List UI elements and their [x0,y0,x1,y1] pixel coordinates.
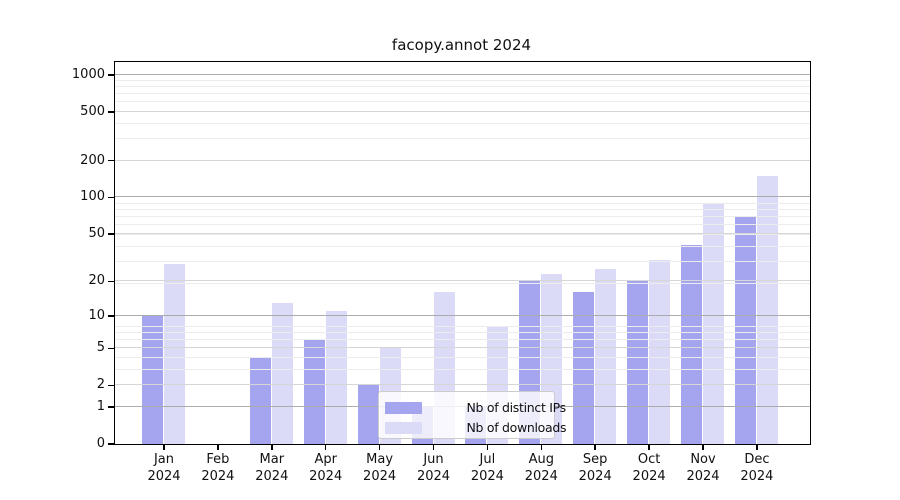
bar-distinct-ips [573,292,595,444]
y-tick-label: 500 [80,103,105,119]
x-tick-label: Sep 2024 [578,452,612,484]
bar-downloads [271,302,293,444]
bar-downloads [325,310,347,444]
x-tick-mark [378,444,381,450]
y-tick-label: 2 [96,377,105,393]
x-tick-label: Jan 2024 [147,452,181,484]
plot-area: Nb of distinct IPs Nb of downloads [113,60,811,445]
y-tick-mark [108,406,114,408]
bar-distinct-ips [357,384,379,444]
y-tick-mark [108,280,114,283]
chart-title: facopy.annot 2024 [391,36,532,54]
x-tick-label: Apr 2024 [309,452,343,484]
x-tick-mark [702,444,704,450]
bar-downloads [595,269,617,444]
bar-downloads [703,204,724,444]
legend-swatch-downloads [384,422,422,434]
bars-layer [115,62,810,444]
y-tick-label: 1000 [71,66,105,82]
x-tick-mark [163,444,165,450]
legend-swatch-distinct-ips [384,402,422,414]
x-tick-mark [271,444,273,450]
x-tick-label: May 2024 [363,452,397,484]
bar-downloads [756,175,778,444]
x-tick-label: Feb 2024 [201,452,235,484]
x-tick-label: Dec 2024 [740,452,774,484]
y-tick-label: 200 [80,152,105,168]
x-tick-mark [432,444,435,450]
bar-distinct-ips [142,315,163,444]
x-tick-mark [324,444,327,450]
x-tick-label: Mar 2024 [255,452,289,484]
bar-distinct-ips [249,357,271,444]
legend-item-downloads: Nb of downloads [384,420,567,435]
y-tick-label: 100 [80,189,105,205]
bar-distinct-ips [734,215,756,444]
y-tick-label: 20 [88,273,105,289]
x-tick-mark [217,444,219,450]
y-tick-mark [108,315,114,317]
x-tick-label: Oct 2024 [632,452,666,484]
bar-distinct-ips [681,245,702,444]
y-tick-mark [108,233,114,235]
bar-distinct-ips [627,280,649,444]
legend: Nb of distinct IPs Nb of downloads [377,390,567,439]
y-tick-mark [108,159,114,162]
x-tick-label: Aug 2024 [524,452,558,484]
y-tick-mark [108,196,114,199]
x-tick-mark [594,444,596,450]
y-tick-mark [108,74,114,76]
y-tick-mark [108,111,114,113]
x-tick-label: Jul 2024 [470,452,504,484]
bar-downloads [649,260,671,444]
bar-downloads [164,263,185,444]
bar-distinct-ips [303,339,325,444]
x-tick-mark [756,444,758,450]
legend-label-downloads: Nb of downloads [466,419,567,435]
x-tick-mark [486,444,489,450]
x-tick-label: Jun 2024 [416,452,451,484]
x-tick-mark [540,444,543,450]
y-tick-mark [108,443,114,445]
y-tick-label: 0 [96,436,105,451]
x-tick-mark [648,444,650,450]
y-tick-mark [108,384,114,387]
y-tick-label: 1 [96,398,105,414]
legend-label-distinct-ips: Nb of distinct IPs [466,399,567,415]
x-tick-label: Nov 2024 [686,452,720,484]
y-tick-label: 50 [88,225,105,241]
legend-item-distinct-ips: Nb of distinct IPs [384,400,566,415]
y-tick-mark [108,347,114,350]
y-tick-label: 10 [88,307,105,323]
y-tick-label: 5 [96,340,105,356]
